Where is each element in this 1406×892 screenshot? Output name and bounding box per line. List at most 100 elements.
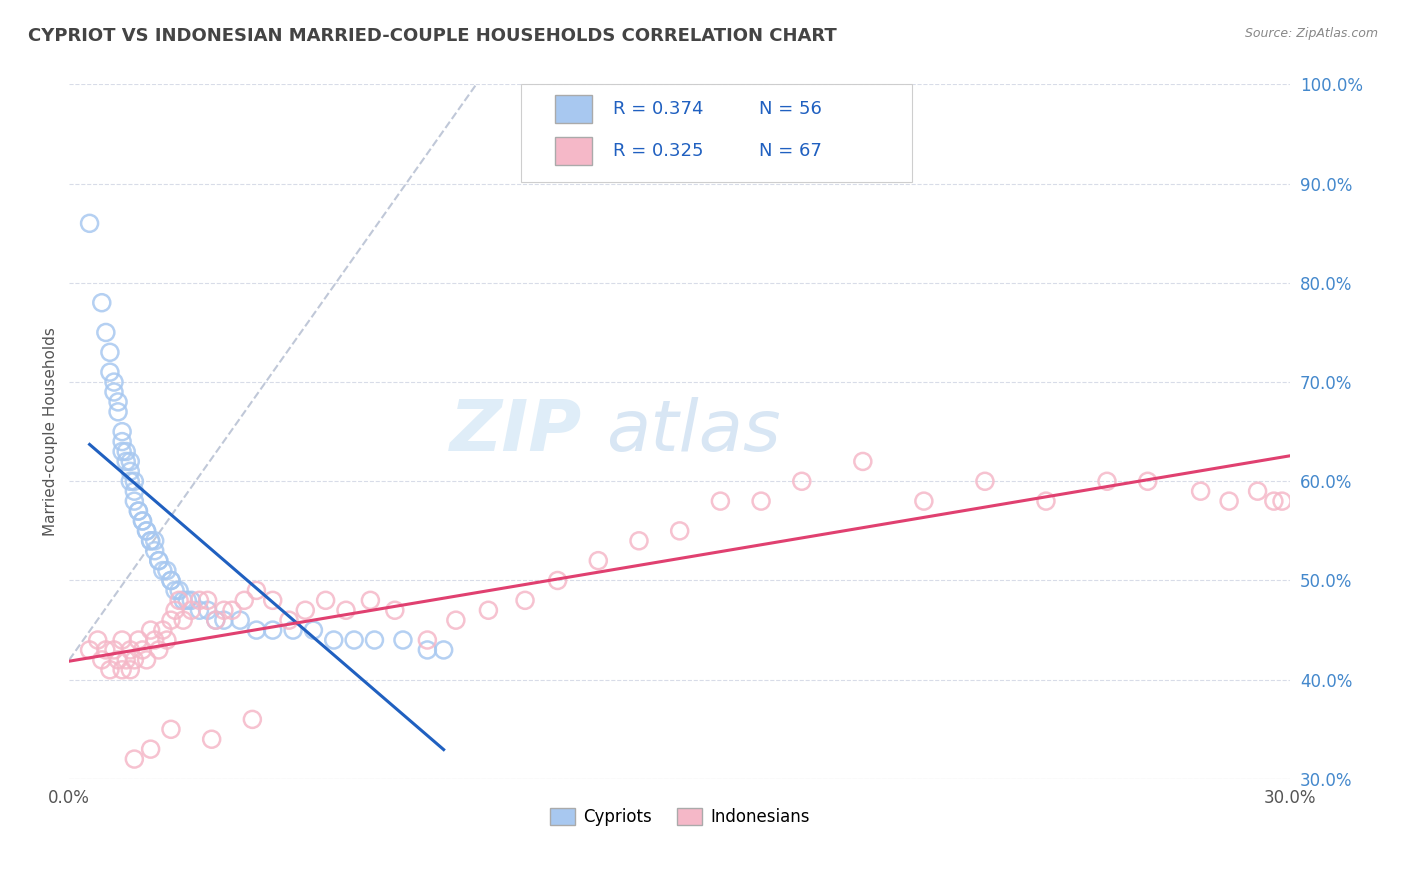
Point [335,603,357,617]
Point [204,613,226,627]
Point [627,533,650,548]
Point [148,554,170,568]
Point [197,603,219,617]
Point [115,444,138,458]
Point [131,514,153,528]
Point [79,643,101,657]
Point [120,475,142,489]
Point [262,623,284,637]
Point [103,384,125,399]
Point [444,613,467,627]
Point [709,494,731,508]
Point [188,593,211,607]
Point [172,593,194,607]
Point [98,365,121,379]
Text: CYPRIOT VS INDONESIAN MARRIED-COUPLE HOUSEHOLDS CORRELATION CHART: CYPRIOT VS INDONESIAN MARRIED-COUPLE HOU… [28,27,837,45]
Point [120,663,142,677]
Point [212,613,235,627]
Y-axis label: Married-couple Households: Married-couple Households [44,327,58,536]
Point [139,742,162,756]
Point [111,444,134,458]
Point [262,593,284,607]
Point [124,484,146,499]
Point [212,603,235,617]
Point [790,475,813,489]
Point [143,633,166,648]
Point [240,712,263,726]
Point [363,633,385,648]
Text: N = 56: N = 56 [759,100,823,118]
Point [384,603,406,617]
Point [180,603,202,617]
Point [152,623,174,637]
Point [1095,475,1118,489]
Point [103,643,125,657]
Point [204,613,226,627]
Point [172,613,194,627]
Point [152,564,174,578]
Point [115,454,138,468]
Point [111,663,134,677]
Point [120,464,142,478]
Point [107,653,129,667]
Point [111,633,134,648]
Point [547,574,569,588]
Point [115,653,138,667]
Point [749,494,772,508]
Point [294,603,316,617]
Point [322,633,344,648]
Point [163,583,186,598]
Point [79,216,101,230]
Point [668,524,690,538]
Point [103,375,125,389]
Point [197,593,219,607]
Point [139,533,162,548]
Point [160,723,183,737]
Point [156,564,179,578]
Point [912,494,935,508]
Text: N = 67: N = 67 [759,142,823,160]
Point [124,475,146,489]
Point [127,633,149,648]
Point [588,554,610,568]
Point [156,633,179,648]
Point [143,543,166,558]
Point [127,504,149,518]
Point [281,623,304,637]
Point [111,425,134,439]
Point [135,524,157,538]
Point [1246,484,1268,499]
Point [221,603,243,617]
Point [359,593,381,607]
Point [127,504,149,518]
Point [245,623,267,637]
Point [148,643,170,657]
Point [94,326,117,340]
Text: Source: ZipAtlas.com: Source: ZipAtlas.com [1244,27,1378,40]
Point [124,752,146,766]
Point [392,633,415,648]
Point [124,494,146,508]
Point [120,454,142,468]
Point [90,653,112,667]
Point [167,583,190,598]
Point [343,633,366,648]
Text: R = 0.325: R = 0.325 [613,142,703,160]
Point [1136,475,1159,489]
Point [124,653,146,667]
FancyBboxPatch shape [555,95,592,123]
FancyBboxPatch shape [555,137,592,165]
Point [90,295,112,310]
Point [1271,494,1294,508]
Point [176,593,198,607]
Point [245,583,267,598]
Point [139,533,162,548]
Text: R = 0.374: R = 0.374 [613,100,703,118]
Text: atlas: atlas [606,397,782,467]
Point [160,613,183,627]
Point [188,603,211,617]
Point [852,454,875,468]
Point [974,475,997,489]
Text: ZIP: ZIP [450,397,582,467]
Point [167,593,190,607]
